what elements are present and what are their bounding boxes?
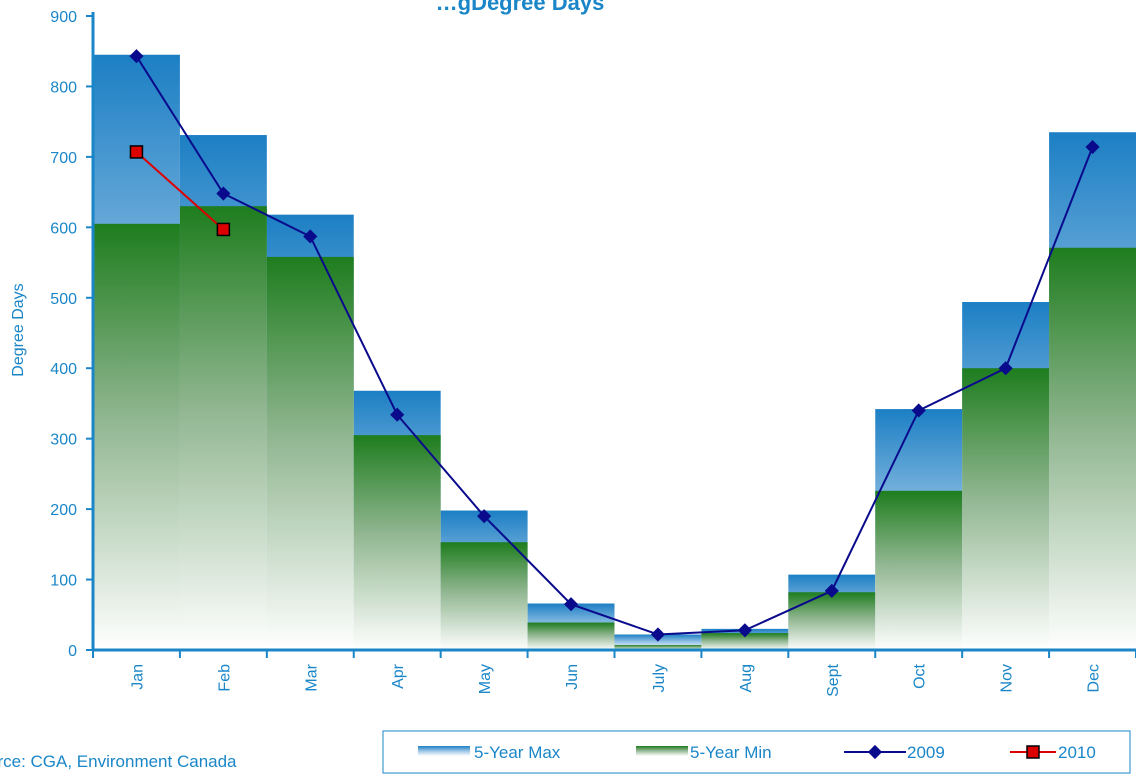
x-tick-label: Nov bbox=[999, 664, 1016, 692]
line-2010 bbox=[135, 151, 225, 231]
x-tick-label: Jun bbox=[564, 664, 581, 690]
bar-min-apr bbox=[353, 435, 441, 650]
bar-min-feb bbox=[179, 206, 267, 650]
bar-min-oct bbox=[875, 490, 963, 650]
legend: 5-Year Max 5-Year Min 2009 2010 bbox=[382, 730, 1131, 774]
legend-swatch-max bbox=[418, 746, 470, 756]
point-2010 bbox=[216, 222, 231, 237]
y-tick-label: 300 bbox=[50, 432, 77, 449]
y-tick-label: 800 bbox=[50, 79, 77, 96]
x-tick-label: Dec bbox=[1086, 664, 1103, 692]
y-tick-label: 200 bbox=[50, 502, 77, 519]
legend-label-min: 5-Year Min bbox=[690, 743, 772, 762]
bar-min-may bbox=[440, 542, 528, 650]
axes: 0 100 200 300 400 500 600 700 800 900 Jan Feb Mar Apr… bbox=[50, 9, 1136, 697]
source-note: urce: CGA, Environment Canada bbox=[0, 752, 237, 771]
x-tick-label: Feb bbox=[216, 664, 233, 692]
bar-min-july bbox=[614, 645, 702, 650]
point-2010 bbox=[129, 145, 144, 159]
y-tick-label: 400 bbox=[50, 361, 77, 378]
x-tick-label: Oct bbox=[912, 663, 929, 688]
point-2009 bbox=[390, 407, 405, 422]
y-tick-label: 0 bbox=[68, 643, 77, 660]
x-tick-label: May bbox=[477, 664, 494, 694]
x-tick-label: Apr bbox=[390, 663, 407, 689]
bar-min-dec bbox=[1049, 247, 1136, 651]
y-tick-label: 900 bbox=[50, 9, 77, 26]
legend-label-2010: 2010 bbox=[1058, 743, 1096, 762]
bar-min-sept bbox=[788, 592, 876, 650]
point-2009 bbox=[1085, 139, 1100, 155]
bar-min-aug bbox=[701, 633, 789, 650]
y-tick-label: 500 bbox=[50, 291, 77, 308]
point-2009 bbox=[911, 403, 926, 418]
x-tick-label: Mar bbox=[303, 663, 320, 691]
point-2009 bbox=[216, 186, 231, 201]
bar-min-nov bbox=[962, 368, 1050, 650]
x-tick-label: Sept bbox=[825, 663, 842, 696]
legend-marker-2009 bbox=[867, 744, 883, 760]
point-2009 bbox=[650, 627, 666, 642]
y-tick-label: 700 bbox=[50, 150, 77, 167]
min-bars bbox=[93, 206, 1136, 651]
x-tick-label: July bbox=[651, 664, 668, 692]
y-axis-title: Degree Days bbox=[10, 283, 27, 376]
point-2009 bbox=[563, 597, 579, 612]
legend-label-2009: 2009 bbox=[907, 743, 945, 762]
y-tick-label: 600 bbox=[50, 220, 77, 237]
point-2009 bbox=[998, 361, 1013, 376]
legend-label-max: 5-Year Max bbox=[474, 743, 561, 762]
bar-min-jan bbox=[93, 223, 180, 651]
bar-min-jun bbox=[527, 622, 615, 650]
x-tick-label: Aug bbox=[738, 664, 755, 692]
line-2009 bbox=[135, 55, 1094, 636]
legend-swatch-min bbox=[636, 746, 688, 756]
legend-box bbox=[382, 730, 1131, 774]
point-2009 bbox=[303, 229, 318, 244]
legend-marker-2010 bbox=[1026, 745, 1040, 759]
point-2009 bbox=[824, 583, 839, 598]
chart-title: …gDegree Days bbox=[436, 0, 605, 15]
x-tick-label: Jan bbox=[129, 664, 146, 690]
y-tick-label: 100 bbox=[50, 573, 77, 590]
point-2009 bbox=[737, 623, 752, 638]
bar-min-mar bbox=[266, 256, 354, 650]
